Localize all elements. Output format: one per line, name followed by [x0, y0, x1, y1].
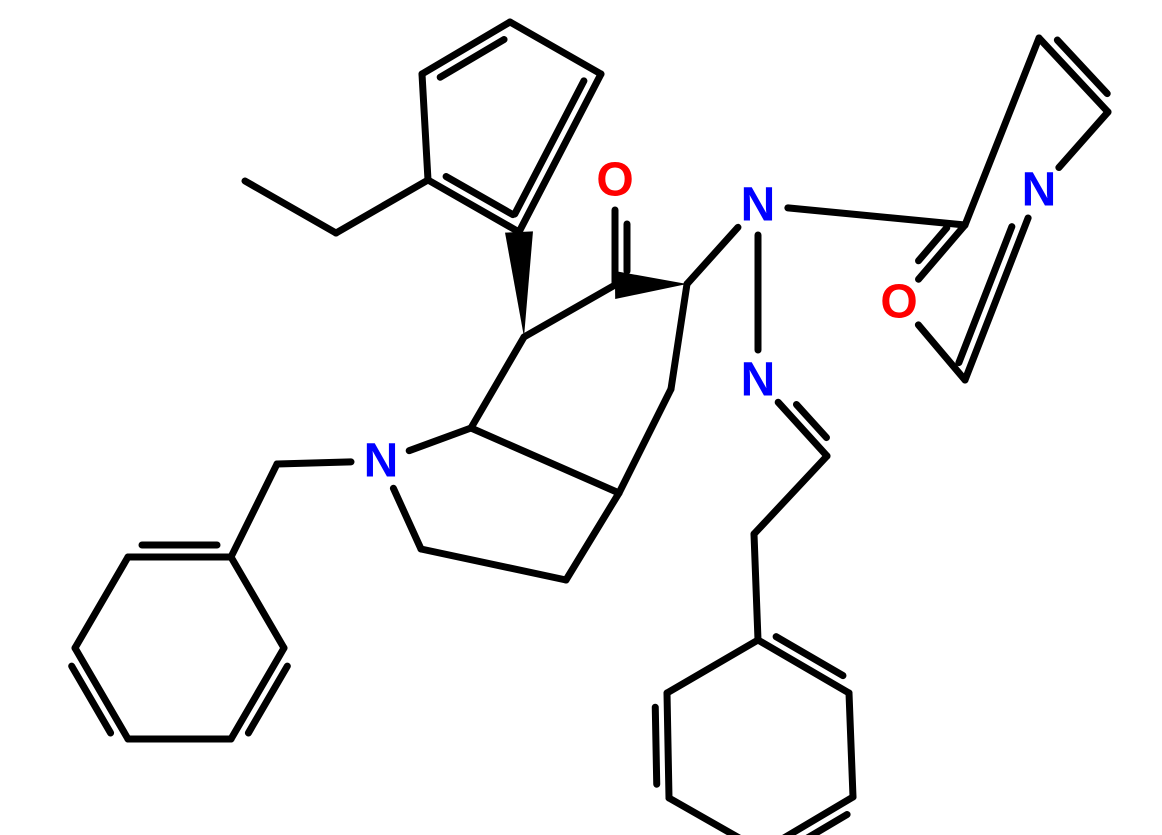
atom-N-label: N — [741, 354, 776, 407]
atom-N-label: N — [364, 435, 399, 488]
bonds-layer — [72, 22, 1108, 835]
atom-O-label: O — [596, 154, 633, 207]
atom-N-label: N — [741, 179, 776, 232]
chemical-structure: O N N O N N — [0, 0, 1162, 835]
atom-O-label: O — [880, 276, 917, 329]
atom-N-label: N — [1022, 164, 1057, 217]
